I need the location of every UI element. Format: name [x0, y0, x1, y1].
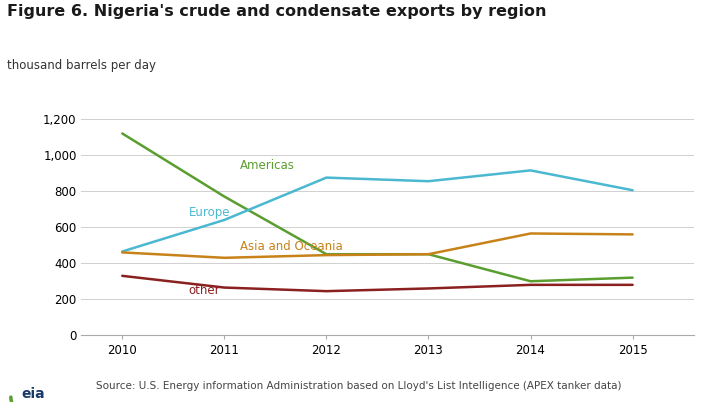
Text: Source: U.S. Energy information Administration based on Lloyd's List Intelligenc: Source: U.S. Energy information Administ… — [96, 381, 621, 391]
Text: thousand barrels per day: thousand barrels per day — [7, 59, 156, 72]
Text: Europe: Europe — [188, 206, 230, 219]
Text: Americas: Americas — [239, 160, 295, 173]
Text: other: other — [188, 284, 220, 297]
Text: eia: eia — [21, 387, 45, 401]
Text: Asia and Oceania: Asia and Oceania — [239, 240, 343, 253]
Text: Figure 6. Nigeria's crude and condensate exports by region: Figure 6. Nigeria's crude and condensate… — [7, 4, 547, 19]
